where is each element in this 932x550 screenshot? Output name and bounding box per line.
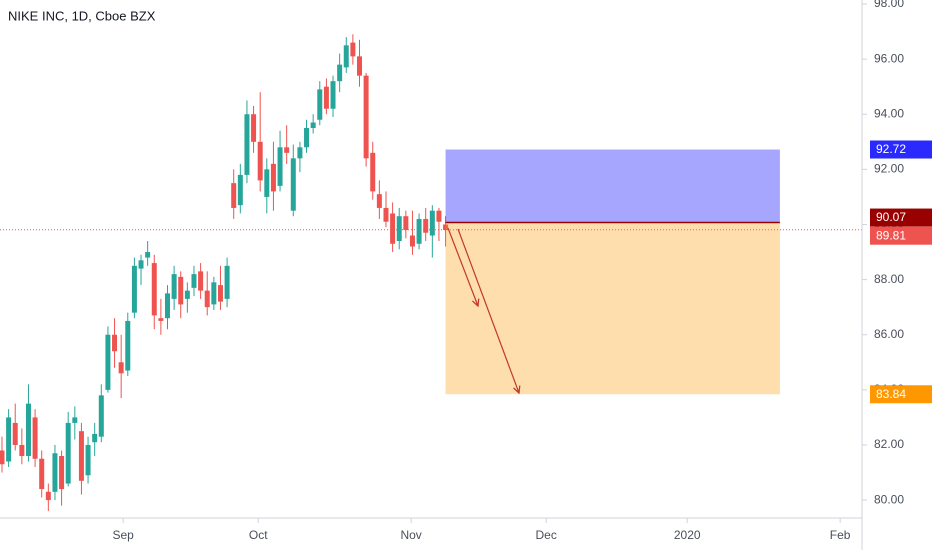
price-label: 89.81 <box>876 228 906 242</box>
candle-body <box>244 114 250 175</box>
candle-body <box>118 362 124 374</box>
candle-body <box>217 285 223 302</box>
candle-body <box>251 114 257 142</box>
y-tick-label: 82.00 <box>874 437 904 451</box>
candle-body <box>224 265 230 299</box>
price-label: 83.84 <box>876 387 906 401</box>
candle-body <box>350 42 356 57</box>
price-label-box <box>870 140 932 159</box>
candle-body <box>310 122 316 129</box>
drawings <box>445 149 780 395</box>
candle-body <box>409 235 415 247</box>
candle-body <box>145 252 151 258</box>
x-tick-label: Feb <box>830 528 851 542</box>
candle-body <box>78 431 84 481</box>
candle-body <box>343 45 349 68</box>
candle-body <box>370 152 376 192</box>
y-tick-label: 80.00 <box>874 492 904 506</box>
candle-body <box>39 458 45 490</box>
candle-body <box>396 216 402 242</box>
y-tick-label: 92.00 <box>874 162 904 176</box>
candle-body <box>125 320 131 371</box>
candle-body <box>19 444 25 456</box>
candle-body <box>416 218 422 244</box>
candle-body <box>12 422 18 445</box>
candle-body <box>323 86 329 109</box>
candle-body <box>25 403 31 456</box>
candle-body <box>317 89 323 120</box>
chart-title: NIKE INC, 1D, Cboe BZX <box>8 8 156 23</box>
candle-body <box>264 169 270 197</box>
candle-body <box>383 207 389 222</box>
candle-body <box>390 213 396 244</box>
candle-body <box>297 147 303 159</box>
plot-area <box>0 34 862 512</box>
candle-body <box>198 271 204 291</box>
candle-body <box>165 293 171 319</box>
candle-body <box>376 194 382 208</box>
x-tick-label: Sep <box>112 528 134 542</box>
candle-body <box>304 128 310 148</box>
candle-body <box>191 274 197 288</box>
y-tick-label: 86.00 <box>874 327 904 341</box>
candle-body <box>423 218 429 233</box>
candle-body <box>105 334 111 390</box>
candle-body <box>45 491 51 501</box>
candle-body <box>0 450 5 465</box>
y-tick-label: 96.00 <box>874 51 904 65</box>
candle-body <box>211 282 217 305</box>
x-tick-label: Nov <box>400 528 421 542</box>
candle-body <box>184 290 190 299</box>
candle-body <box>290 158 296 211</box>
arrow <box>447 227 478 306</box>
candle-body <box>403 216 409 230</box>
candle-body <box>112 334 118 352</box>
candle-body <box>363 75 369 159</box>
candle-body <box>231 183 237 208</box>
price-label: 90.07 <box>876 210 906 224</box>
candle-body <box>52 453 58 492</box>
candle-body <box>330 81 336 109</box>
x-tick-label: 2020 <box>674 528 701 542</box>
candle-body <box>284 147 290 153</box>
candle-body <box>270 163 276 192</box>
candle-body <box>85 444 91 476</box>
candle-body <box>59 455 65 490</box>
candle-body <box>92 433 98 443</box>
price-label-box <box>870 385 932 404</box>
arrow <box>457 228 519 393</box>
candle-body <box>436 210 442 222</box>
candle-body <box>277 147 283 186</box>
candle-body <box>178 276 184 305</box>
candle-body <box>32 417 38 459</box>
y-tick-label: 98.00 <box>874 0 904 10</box>
candle-body <box>204 290 210 308</box>
candle-body <box>72 417 78 423</box>
price-label-box <box>870 208 932 227</box>
candle-body <box>171 274 177 299</box>
y-tick-label: 94.00 <box>874 106 904 120</box>
candle-body <box>429 210 435 236</box>
candle-body <box>131 265 137 313</box>
candle-body <box>65 422 71 484</box>
candle-body <box>158 318 164 321</box>
candle-body <box>237 174 243 206</box>
price-label: 92.72 <box>876 142 906 156</box>
stop-zone <box>445 149 780 223</box>
candle-body <box>356 56 362 76</box>
price-label-box <box>870 226 932 245</box>
candle-body <box>257 141 263 181</box>
candle-body <box>98 395 104 437</box>
x-tick-label: Dec <box>536 528 557 542</box>
candle-body <box>337 64 343 82</box>
candle-body <box>151 263 157 316</box>
x-tick-label: Oct <box>249 528 268 542</box>
y-tick-label: 88.00 <box>874 272 904 286</box>
candle-body <box>6 417 12 462</box>
candle-body <box>443 224 449 230</box>
candle-body <box>138 260 144 269</box>
target-zone <box>445 222 780 395</box>
